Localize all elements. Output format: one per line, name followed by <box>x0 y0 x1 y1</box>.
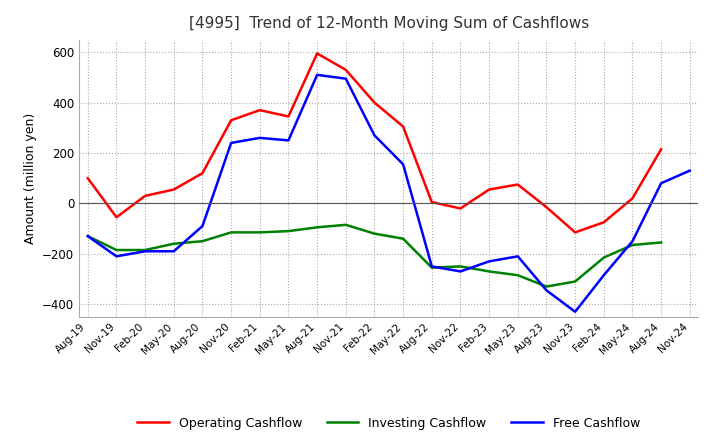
Investing Cashflow <box>428 265 436 270</box>
Investing Cashflow <box>312 225 321 230</box>
Line: Free Cashflow: Free Cashflow <box>88 75 690 312</box>
Line: Investing Cashflow: Investing Cashflow <box>88 225 661 286</box>
Operating Cashflow <box>312 51 321 56</box>
Operating Cashflow <box>227 117 235 123</box>
Operating Cashflow <box>428 199 436 205</box>
Y-axis label: Amount (million yen): Amount (million yen) <box>24 113 37 244</box>
Operating Cashflow <box>141 193 150 198</box>
Free Cashflow <box>657 180 665 186</box>
Free Cashflow <box>399 161 408 167</box>
Free Cashflow <box>628 238 636 244</box>
Title: [4995]  Trend of 12-Month Moving Sum of Cashflows: [4995] Trend of 12-Month Moving Sum of C… <box>189 16 589 32</box>
Investing Cashflow <box>341 222 350 227</box>
Free Cashflow <box>169 249 178 254</box>
Free Cashflow <box>428 264 436 269</box>
Free Cashflow <box>284 138 293 143</box>
Operating Cashflow <box>513 182 522 187</box>
Operating Cashflow <box>198 171 207 176</box>
Free Cashflow <box>485 259 493 264</box>
Operating Cashflow <box>542 205 551 210</box>
Investing Cashflow <box>628 242 636 248</box>
Investing Cashflow <box>112 247 121 253</box>
Free Cashflow <box>600 272 608 278</box>
Investing Cashflow <box>227 230 235 235</box>
Investing Cashflow <box>284 228 293 234</box>
Investing Cashflow <box>84 234 92 239</box>
Operating Cashflow <box>456 206 465 211</box>
Free Cashflow <box>112 254 121 259</box>
Free Cashflow <box>198 224 207 229</box>
Operating Cashflow <box>284 114 293 119</box>
Free Cashflow <box>571 309 580 315</box>
Operating Cashflow <box>112 215 121 220</box>
Investing Cashflow <box>256 230 264 235</box>
Free Cashflow <box>542 288 551 293</box>
Line: Operating Cashflow: Operating Cashflow <box>88 53 661 232</box>
Operating Cashflow <box>628 196 636 201</box>
Free Cashflow <box>84 234 92 239</box>
Investing Cashflow <box>399 236 408 241</box>
Free Cashflow <box>312 72 321 77</box>
Operating Cashflow <box>341 67 350 73</box>
Investing Cashflow <box>657 240 665 245</box>
Investing Cashflow <box>456 264 465 269</box>
Investing Cashflow <box>542 284 551 289</box>
Operating Cashflow <box>256 107 264 113</box>
Investing Cashflow <box>141 247 150 253</box>
Free Cashflow <box>456 269 465 274</box>
Operating Cashflow <box>169 187 178 192</box>
Operating Cashflow <box>399 124 408 129</box>
Operating Cashflow <box>370 100 379 105</box>
Investing Cashflow <box>600 255 608 260</box>
Investing Cashflow <box>485 269 493 274</box>
Investing Cashflow <box>198 238 207 244</box>
Free Cashflow <box>141 249 150 254</box>
Investing Cashflow <box>513 272 522 278</box>
Investing Cashflow <box>571 279 580 284</box>
Operating Cashflow <box>600 220 608 225</box>
Operating Cashflow <box>571 230 580 235</box>
Legend: Operating Cashflow, Investing Cashflow, Free Cashflow: Operating Cashflow, Investing Cashflow, … <box>132 412 645 435</box>
Free Cashflow <box>370 133 379 138</box>
Investing Cashflow <box>370 231 379 236</box>
Operating Cashflow <box>657 147 665 152</box>
Free Cashflow <box>685 168 694 173</box>
Investing Cashflow <box>169 241 178 246</box>
Operating Cashflow <box>485 187 493 192</box>
Free Cashflow <box>227 140 235 146</box>
Free Cashflow <box>341 76 350 81</box>
Free Cashflow <box>256 135 264 140</box>
Free Cashflow <box>513 254 522 259</box>
Operating Cashflow <box>84 176 92 181</box>
